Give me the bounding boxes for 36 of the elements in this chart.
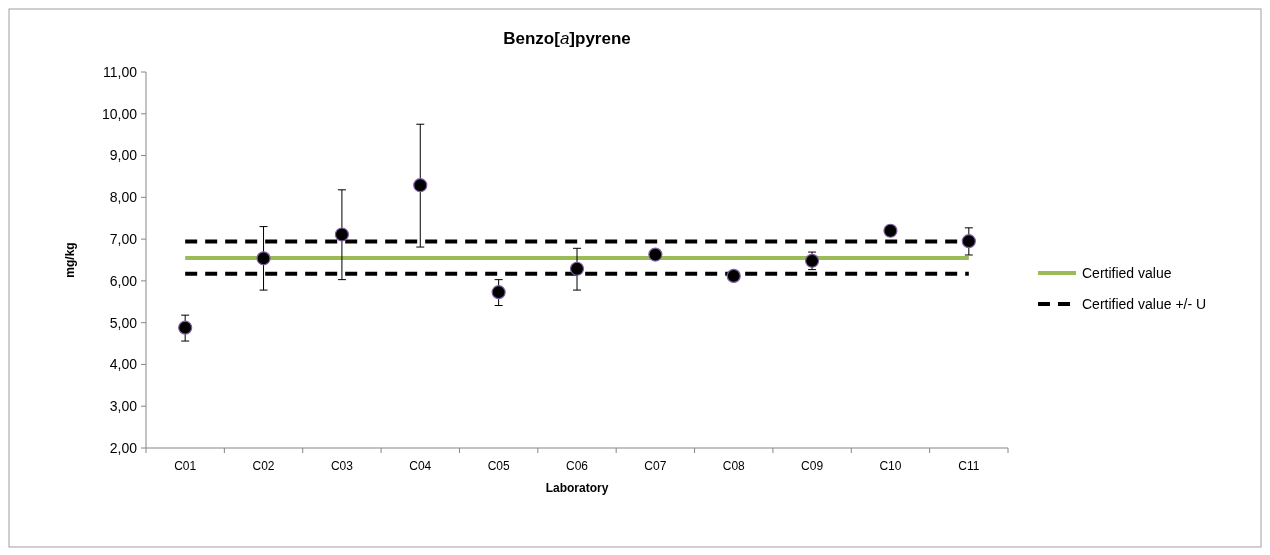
point	[726, 268, 741, 283]
x-tick-label: C02	[252, 459, 275, 473]
y-tick-label: 6,00	[109, 272, 138, 289]
point	[334, 227, 350, 242]
y-tick-label: 4,00	[109, 356, 138, 373]
x-tick-label: C04	[409, 459, 432, 473]
y-tick-label: 3,00	[109, 398, 138, 415]
y-tick-label: 7,00	[109, 231, 138, 248]
y-tick-label: 10,00	[101, 105, 138, 122]
x-tick-label: C08	[722, 459, 746, 473]
y-axis-title: mg/kg	[63, 242, 77, 278]
x-tick-label: C10	[879, 459, 902, 473]
y-tick-label: 2,00	[109, 439, 138, 456]
x-tick-label: C09	[801, 459, 824, 473]
point	[961, 234, 976, 249]
y-tick-label: 5,00	[109, 314, 138, 331]
chart-title: Benzo[a]pyrene	[503, 29, 631, 48]
y-tick-label: 9,00	[109, 147, 138, 164]
point	[569, 261, 585, 276]
legend-label: Certified value	[1082, 264, 1172, 281]
legend-label: Certified value +/- U	[1082, 295, 1207, 312]
point	[413, 178, 428, 193]
y-tick-label: 8,00	[109, 189, 138, 206]
x-tick-label: C11	[958, 459, 980, 473]
point	[491, 285, 506, 300]
x-tick-label: C06	[565, 459, 589, 473]
x-tick-label: C01	[174, 459, 197, 473]
point	[648, 247, 663, 262]
point	[883, 223, 898, 238]
point	[178, 320, 193, 335]
x-tick-label: C05	[487, 459, 510, 473]
y-tick-label: 11,00	[103, 63, 138, 80]
x-tick-label: C07	[644, 459, 667, 473]
point	[256, 251, 271, 266]
x-axis-title: Laboratory	[545, 481, 609, 495]
x-tick-label: C03	[330, 459, 354, 473]
